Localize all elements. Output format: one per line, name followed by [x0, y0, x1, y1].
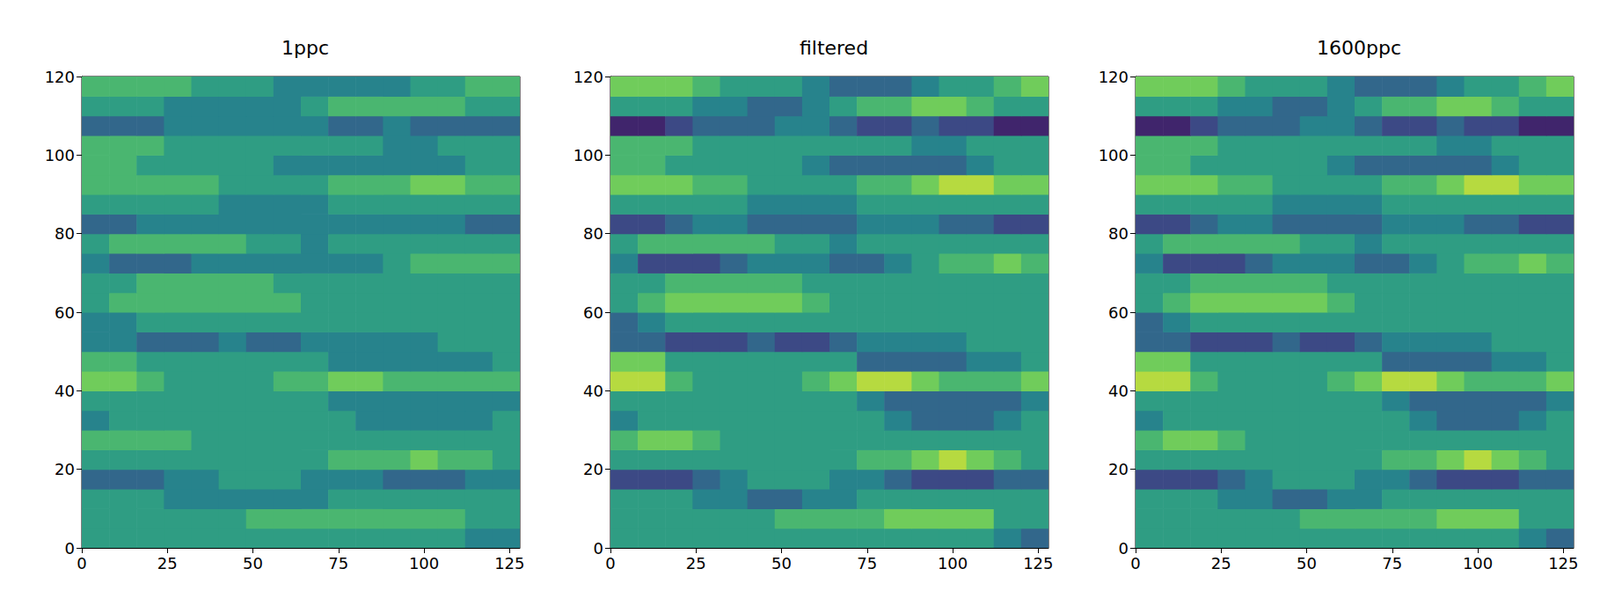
svg-text:80: 80	[583, 224, 604, 243]
svg-text:100: 100	[1462, 554, 1493, 573]
svg-text:100: 100	[573, 146, 604, 165]
svg-text:0: 0	[76, 554, 87, 573]
svg-text:125: 125	[494, 554, 525, 573]
svg-text:20: 20	[1108, 460, 1129, 479]
svg-text:1600ppc: 1600ppc	[1316, 36, 1402, 59]
svg-text:50: 50	[242, 554, 264, 573]
svg-text:25: 25	[157, 554, 178, 573]
svg-text:20: 20	[583, 460, 604, 479]
svg-text:50: 50	[771, 554, 792, 573]
svg-text:100: 100	[937, 554, 968, 573]
svg-text:0: 0	[593, 539, 604, 558]
svg-text:125: 125	[1022, 554, 1053, 573]
svg-text:120: 120	[1098, 67, 1129, 87]
svg-text:1ppc: 1ppc	[281, 36, 329, 59]
svg-text:75: 75	[856, 554, 877, 573]
svg-text:25: 25	[686, 554, 707, 573]
svg-text:40: 40	[54, 381, 75, 401]
svg-text:60: 60	[54, 303, 75, 322]
svg-text:100: 100	[1098, 146, 1129, 165]
svg-text:50: 50	[1296, 554, 1317, 573]
svg-text:100: 100	[44, 146, 75, 165]
svg-text:0: 0	[1130, 554, 1140, 573]
svg-text:60: 60	[1108, 303, 1129, 322]
svg-text:80: 80	[54, 224, 75, 243]
svg-text:40: 40	[583, 381, 604, 401]
svg-text:40: 40	[1108, 381, 1129, 401]
svg-text:120: 120	[44, 67, 75, 87]
svg-text:75: 75	[328, 554, 349, 573]
svg-text:120: 120	[573, 67, 604, 87]
svg-text:0: 0	[1118, 539, 1129, 558]
svg-text:75: 75	[1381, 554, 1403, 573]
svg-text:100: 100	[409, 554, 439, 573]
svg-text:20: 20	[54, 460, 75, 479]
svg-text:25: 25	[1211, 554, 1232, 573]
svg-text:0: 0	[65, 539, 75, 558]
svg-text:80: 80	[1108, 224, 1129, 243]
svg-text:filtered: filtered	[799, 36, 869, 59]
svg-text:60: 60	[583, 303, 604, 322]
svg-text:0: 0	[605, 554, 615, 573]
svg-text:125: 125	[1548, 554, 1579, 573]
